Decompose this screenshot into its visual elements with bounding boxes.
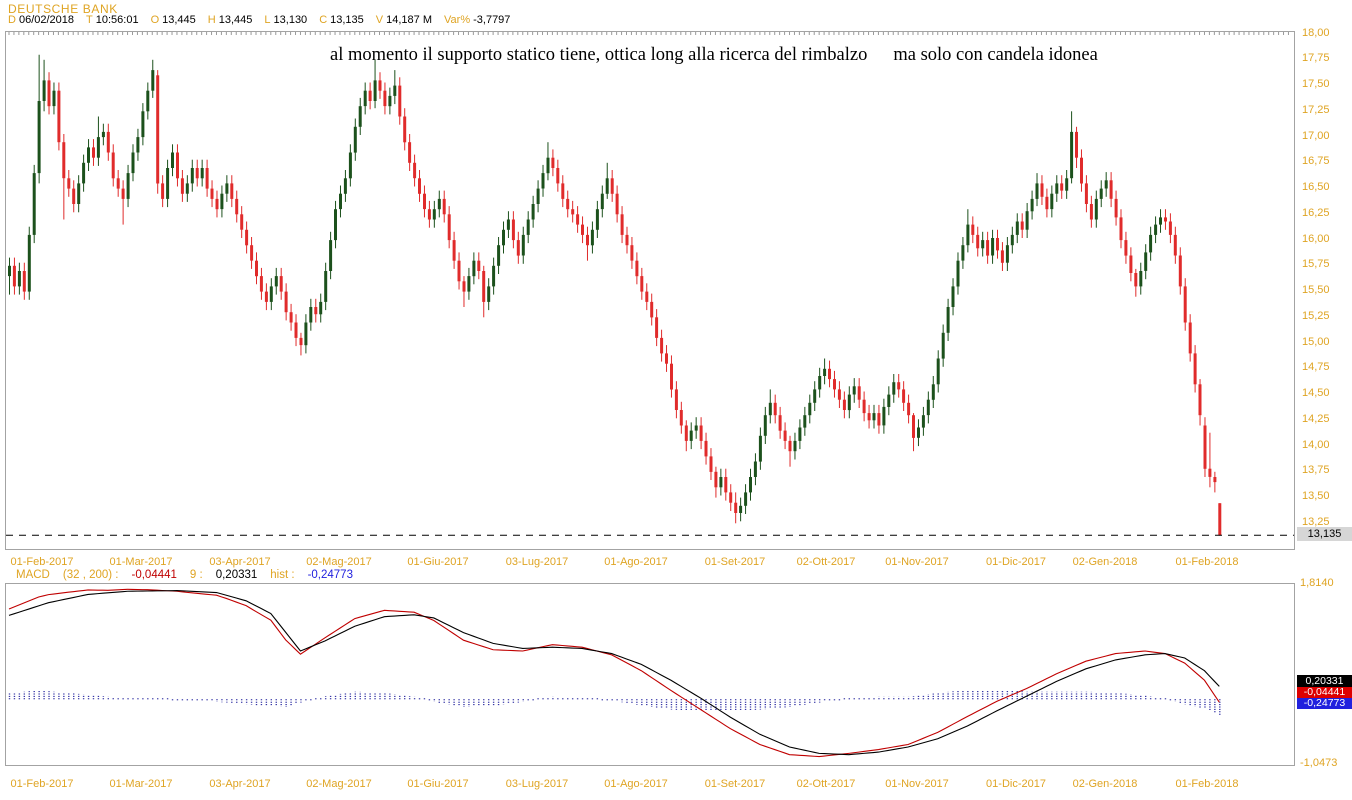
- header-field-value: 06/02/2018: [18, 14, 75, 26]
- last-price-tag: 13,135: [1297, 527, 1352, 541]
- header-field: D 06/02/2018: [8, 14, 74, 26]
- header-field-label: Var%: [444, 14, 471, 26]
- price-axis-label: 17,00: [1302, 129, 1330, 142]
- header-field: C 13,135: [319, 14, 364, 26]
- macd-value: -0,04441: [131, 569, 177, 581]
- x-axis-label: 01-Dic-2017: [986, 556, 1046, 568]
- macd-params: (32 , 200) :: [62, 569, 119, 581]
- price-axis-label: 14,50: [1302, 387, 1330, 400]
- header-field: O 13,445: [151, 14, 196, 26]
- header-field-value: 13,130: [273, 14, 308, 26]
- x-axis-label: 01-Mar-2017: [109, 556, 173, 568]
- macd-signal-label: 9 :: [189, 569, 203, 581]
- price-axis-label: 15,25: [1302, 309, 1330, 322]
- candlestick-series: [8, 54, 1222, 536]
- header-field-label: T: [86, 14, 93, 26]
- macd-indicator-header: MACD (32 , 200) : -0,04441 9 : 0,20331 h…: [16, 569, 353, 581]
- macd-current-value-box: -0,24773: [1297, 698, 1352, 709]
- x-axis-label: 01-Ago-2017: [604, 556, 668, 568]
- price-axis-label: 14,00: [1302, 438, 1330, 451]
- header-field-value: -3,7797: [473, 14, 511, 26]
- price-axis-label: 14,75: [1302, 361, 1330, 374]
- annotation-text-1: al momento il supporto statico tiene, ot…: [330, 45, 868, 65]
- price-axis-label: 16,75: [1302, 155, 1330, 168]
- header-field-value: 13,135: [330, 14, 364, 26]
- header-field-value: 13,445: [218, 14, 253, 26]
- ohlc-header-fields: D 06/02/2018 T 10:56:01 O 13,445 H 13,445 L 13,13…: [8, 14, 510, 26]
- macd-hist-label: hist :: [270, 569, 295, 581]
- macd-hist-value: -0,24773: [307, 569, 353, 581]
- header-field: H 13,445: [208, 14, 253, 26]
- top-axis-ticks: [8, 32, 1289, 35]
- x-axis-label: 01-Feb-2018: [1175, 556, 1239, 568]
- x-axis-label: 02-Gen-2018: [1072, 556, 1138, 568]
- macd-axis-max-label: 1,8140: [1300, 577, 1334, 589]
- header-field: Var% -3,7797: [444, 14, 510, 26]
- macd-chart-panel[interactable]: [5, 583, 1295, 766]
- x-axis-label: 01-Nov-2017: [885, 778, 949, 790]
- x-axis-label: 02-Ott-2017: [796, 778, 856, 790]
- x-axis-label: 01-Feb-2018: [1175, 778, 1239, 790]
- x-axis-label: 03-Lug-2017: [505, 556, 569, 568]
- header-field-value: 13,445: [162, 14, 196, 26]
- x-axis-label: 03-Apr-2017: [209, 556, 271, 568]
- header-field: T 10:56:01: [86, 14, 139, 26]
- macd-histogram: [8, 689, 1221, 716]
- price-axis-label: 15,75: [1302, 258, 1330, 271]
- x-axis-label: 01-Nov-2017: [885, 556, 949, 568]
- x-axis-label: 01-Set-2017: [704, 556, 766, 568]
- macd-line: [8, 588, 1220, 758]
- price-axis-label: 16,25: [1302, 206, 1330, 219]
- macd-signal-line: [8, 590, 1220, 756]
- price-axis-label: 15,00: [1302, 335, 1330, 348]
- macd-signal-value: 0,20331: [215, 569, 258, 581]
- price-axis-label: 13,25: [1302, 515, 1330, 528]
- x-axis-label: 01-Feb-2017: [10, 556, 74, 568]
- price-axis-label: 17,25: [1302, 103, 1330, 116]
- price-axis-label: 18,00: [1302, 26, 1330, 39]
- price-chart-canvas[interactable]: [6, 32, 1294, 549]
- price-axis-label: 13,50: [1302, 490, 1330, 503]
- x-axis-label: 01-Set-2017: [704, 778, 766, 790]
- x-axis-label: 01-Feb-2017: [10, 778, 74, 790]
- price-axis-label: 15,50: [1302, 284, 1330, 297]
- header-field-value: 14,187 M: [386, 14, 433, 26]
- header-field-label: O: [150, 14, 160, 26]
- header-field: V 14,187 M: [376, 14, 432, 26]
- x-axis-label: 01-Giu-2017: [407, 778, 469, 790]
- header-field: L 13,130: [264, 14, 307, 26]
- x-axis-label: 03-Apr-2017: [209, 778, 271, 790]
- header-field-label: D: [8, 14, 16, 26]
- macd-chart-canvas[interactable]: [6, 584, 1294, 765]
- annotation-text-2: ma solo con candela idonea: [893, 45, 1098, 65]
- macd-current-value-box: 0,20331: [1297, 675, 1352, 687]
- price-axis-label: 16,50: [1302, 181, 1330, 194]
- header-field-label: H: [207, 14, 216, 26]
- price-chart-panel[interactable]: [5, 31, 1295, 550]
- header-field-label: C: [319, 14, 328, 26]
- x-axis-label: 01-Dic-2017: [986, 778, 1046, 790]
- chart-annotation: al momento il supporto statico tiene, ot…: [330, 45, 1098, 66]
- x-axis-label: 01-Giu-2017: [407, 556, 469, 568]
- header-field-label: L: [264, 14, 271, 26]
- macd-current-value-box: -0,04441: [1297, 687, 1352, 698]
- macd-axis-min-label: -1,0473: [1300, 757, 1338, 769]
- header-field-label: V: [375, 14, 384, 26]
- symbol-title: DEUTSCHE BANK: [8, 2, 118, 16]
- x-axis-label: 01-Mar-2017: [109, 778, 173, 790]
- x-axis-label: 03-Lug-2017: [505, 778, 569, 790]
- x-axis-label: 02-Mag-2017: [306, 556, 372, 568]
- macd-label: MACD: [16, 569, 50, 581]
- x-axis-label: 02-Gen-2018: [1072, 778, 1138, 790]
- price-axis-label: 17,75: [1302, 52, 1330, 65]
- price-axis-label: 17,50: [1302, 78, 1330, 91]
- x-axis-label: 02-Ott-2017: [796, 556, 856, 568]
- price-axis-label: 14,25: [1302, 412, 1330, 425]
- x-axis-label: 01-Ago-2017: [604, 778, 668, 790]
- price-axis-label: 13,75: [1302, 464, 1330, 477]
- header-field-value: 10:56:01: [95, 14, 139, 26]
- x-axis-label: 02-Mag-2017: [306, 778, 372, 790]
- price-axis-label: 16,00: [1302, 232, 1330, 245]
